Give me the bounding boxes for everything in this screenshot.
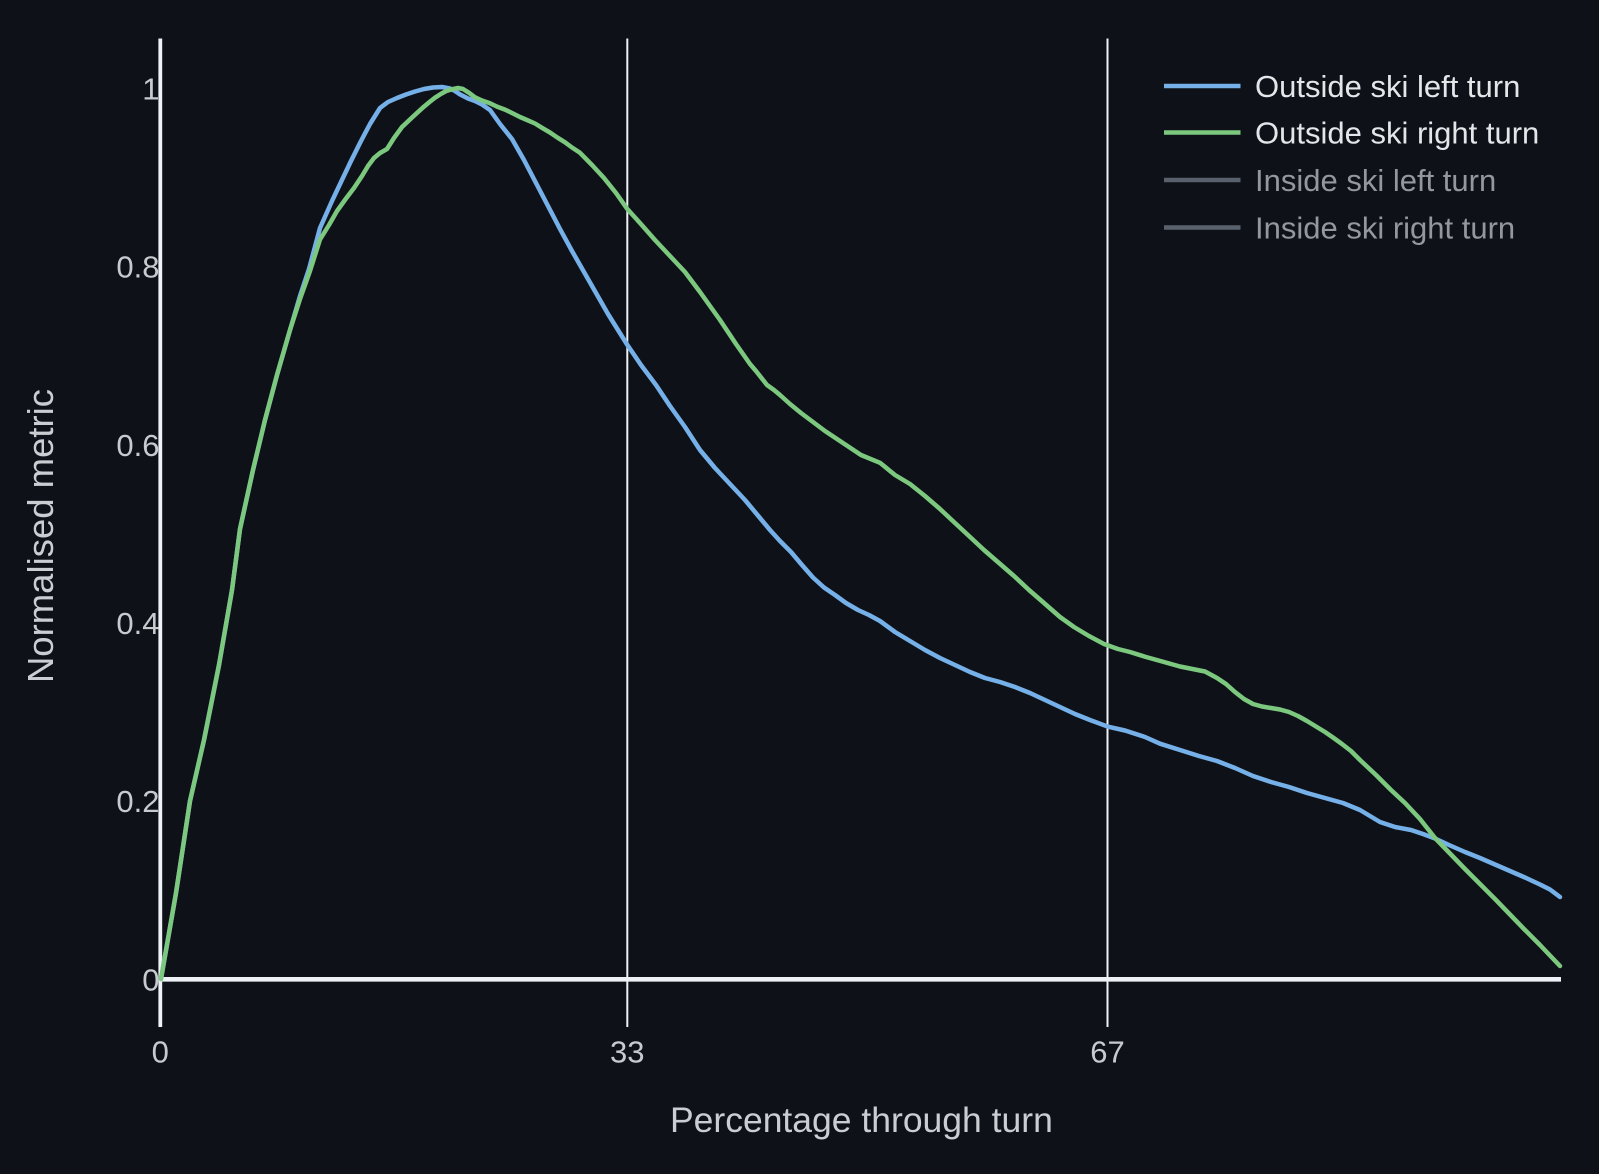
- svg-text:0: 0: [142, 962, 159, 997]
- svg-text:Outside ski right turn: Outside ski right turn: [1255, 116, 1539, 151]
- svg-text:Inside ski left turn: Inside ski left turn: [1255, 163, 1496, 198]
- svg-text:Inside ski right turn: Inside ski right turn: [1255, 211, 1515, 246]
- svg-text:0.4: 0.4: [116, 606, 159, 641]
- svg-text:0.2: 0.2: [116, 784, 159, 819]
- svg-text:0.6: 0.6: [116, 428, 159, 463]
- svg-text:Normalised metric: Normalised metric: [20, 389, 61, 683]
- svg-text:33: 33: [610, 1035, 644, 1070]
- svg-text:67: 67: [1090, 1035, 1124, 1070]
- svg-text:Outside ski left turn: Outside ski left turn: [1255, 69, 1520, 104]
- svg-text:0: 0: [152, 1035, 169, 1070]
- svg-text:Percentage through turn: Percentage through turn: [670, 1100, 1053, 1140]
- svg-text:0.8: 0.8: [116, 250, 159, 285]
- svg-text:1: 1: [142, 72, 159, 107]
